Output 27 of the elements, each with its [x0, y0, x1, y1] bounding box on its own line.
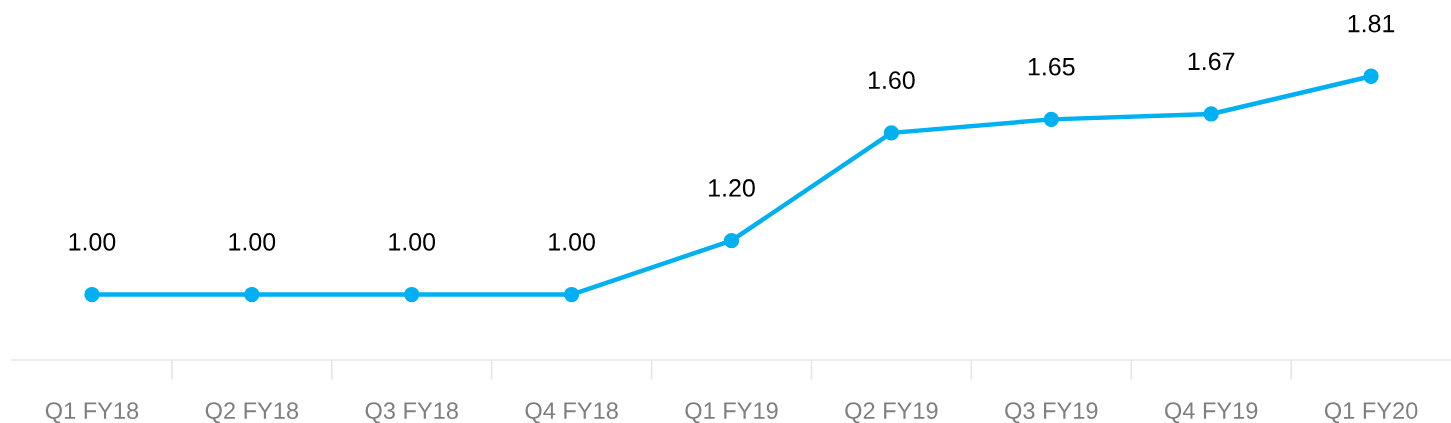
- data-label: 1.00: [389, 232, 436, 251]
- data-label: 1.00: [229, 232, 276, 251]
- x-tick-label: Q4 FY19: [1165, 402, 1258, 423]
- x-tick-label: Q2 FY18: [205, 402, 299, 423]
- point: [883, 125, 900, 141]
- point: [1363, 68, 1379, 84]
- x-tick-label: Q4 FY18: [525, 402, 618, 423]
- point: [84, 286, 100, 303]
- data-label: 1.65: [1028, 57, 1075, 76]
- data-label: 1.81: [1348, 14, 1395, 33]
- data-label: 1.00: [69, 232, 116, 251]
- x-tick-label: Q2 FY19: [845, 402, 938, 423]
- point: [563, 286, 580, 303]
- x-tick-label: Q3 FY18: [365, 402, 458, 423]
- x-tick-label: Q1 FY18: [45, 402, 139, 423]
- point: [1043, 111, 1059, 128]
- point: [244, 286, 260, 303]
- data-label: 1.67: [1188, 52, 1235, 71]
- x-tick-label: Q3 FY19: [1005, 402, 1098, 423]
- point: [404, 286, 420, 303]
- x-tick-label: Q1 FY20: [1324, 402, 1418, 423]
- data-label: 1.60: [868, 71, 915, 90]
- data-label: 1.00: [549, 232, 595, 251]
- x-tick-label: Q1 FY19: [685, 402, 778, 423]
- point: [723, 232, 740, 249]
- data-label: 1.20: [709, 179, 755, 197]
- point: [1203, 106, 1219, 122]
